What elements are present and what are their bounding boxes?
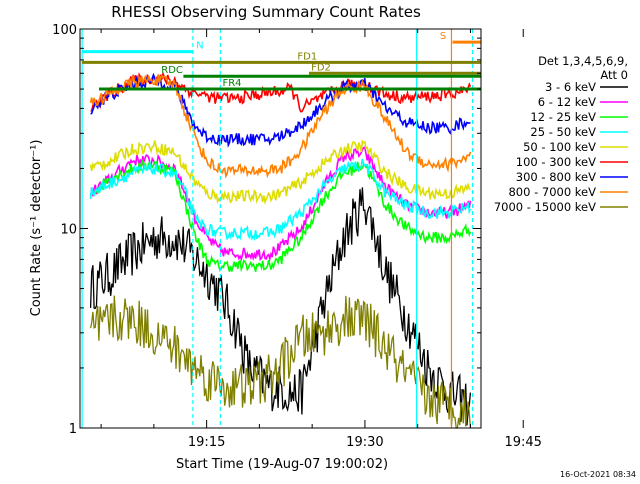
legend-header-line: Det 1,3,4,5,6,9, bbox=[538, 54, 628, 68]
series-line-5 bbox=[89, 139, 471, 206]
y-tick-label: 1 bbox=[69, 422, 77, 437]
footer-timestamp: 16-Oct-2021 08:34 bbox=[560, 470, 636, 479]
annotation-label-fr4: FR4 bbox=[222, 78, 241, 89]
annotation-label-s: S bbox=[440, 31, 446, 42]
annotation-label-rdc: RDC bbox=[161, 65, 183, 76]
legend-entry-label: 300 - 800 keV bbox=[516, 170, 596, 184]
series-line-3 bbox=[89, 158, 472, 273]
legend-entry-label: 6 - 12 keV bbox=[538, 95, 596, 109]
series-line-4 bbox=[89, 158, 472, 242]
annotation-label-fd1: FD1 bbox=[297, 51, 317, 62]
legend-entry-label: 100 - 300 keV bbox=[516, 155, 596, 169]
legend-entry-label: 12 - 25 keV bbox=[530, 110, 596, 124]
x-tick-label: 19:15 bbox=[188, 435, 225, 450]
plot-area: NSFD1FD2RDCFR419:1519:3019:4520:0020:152… bbox=[52, 23, 542, 450]
series-line-2 bbox=[89, 146, 472, 262]
y-tick-label: 100 bbox=[52, 23, 77, 38]
legend-header-line: Att 0 bbox=[600, 68, 628, 82]
legend-entry-label: 3 - 6 keV bbox=[545, 80, 596, 94]
series-line-8 bbox=[89, 74, 472, 179]
series-line-1 bbox=[89, 187, 472, 426]
legend-entry-label: 25 - 50 keV bbox=[530, 125, 596, 139]
series-line-7 bbox=[90, 72, 471, 148]
chart-title: RHESSI Observing Summary Count Rates bbox=[111, 3, 421, 21]
x-tick-label: 19:45 bbox=[504, 435, 541, 450]
y-tick-label: 10 bbox=[60, 223, 77, 238]
annotation-label-n: N bbox=[196, 41, 203, 52]
annotation-label-fd2: FD2 bbox=[311, 62, 331, 73]
legend-entry-label: 800 - 7000 keV bbox=[508, 185, 596, 199]
x-tick-label: 19:30 bbox=[346, 435, 383, 450]
legend-entry-label: 7000 - 15000 keV bbox=[494, 200, 596, 214]
x-axis-title: Start Time (19-Aug-07 19:00:02) bbox=[176, 457, 388, 472]
y-axis-title: Count Rate (s⁻¹ detector⁻¹) bbox=[29, 140, 44, 317]
legend-entry-label: 50 - 100 keV bbox=[523, 140, 596, 154]
series-line-9 bbox=[89, 295, 472, 429]
